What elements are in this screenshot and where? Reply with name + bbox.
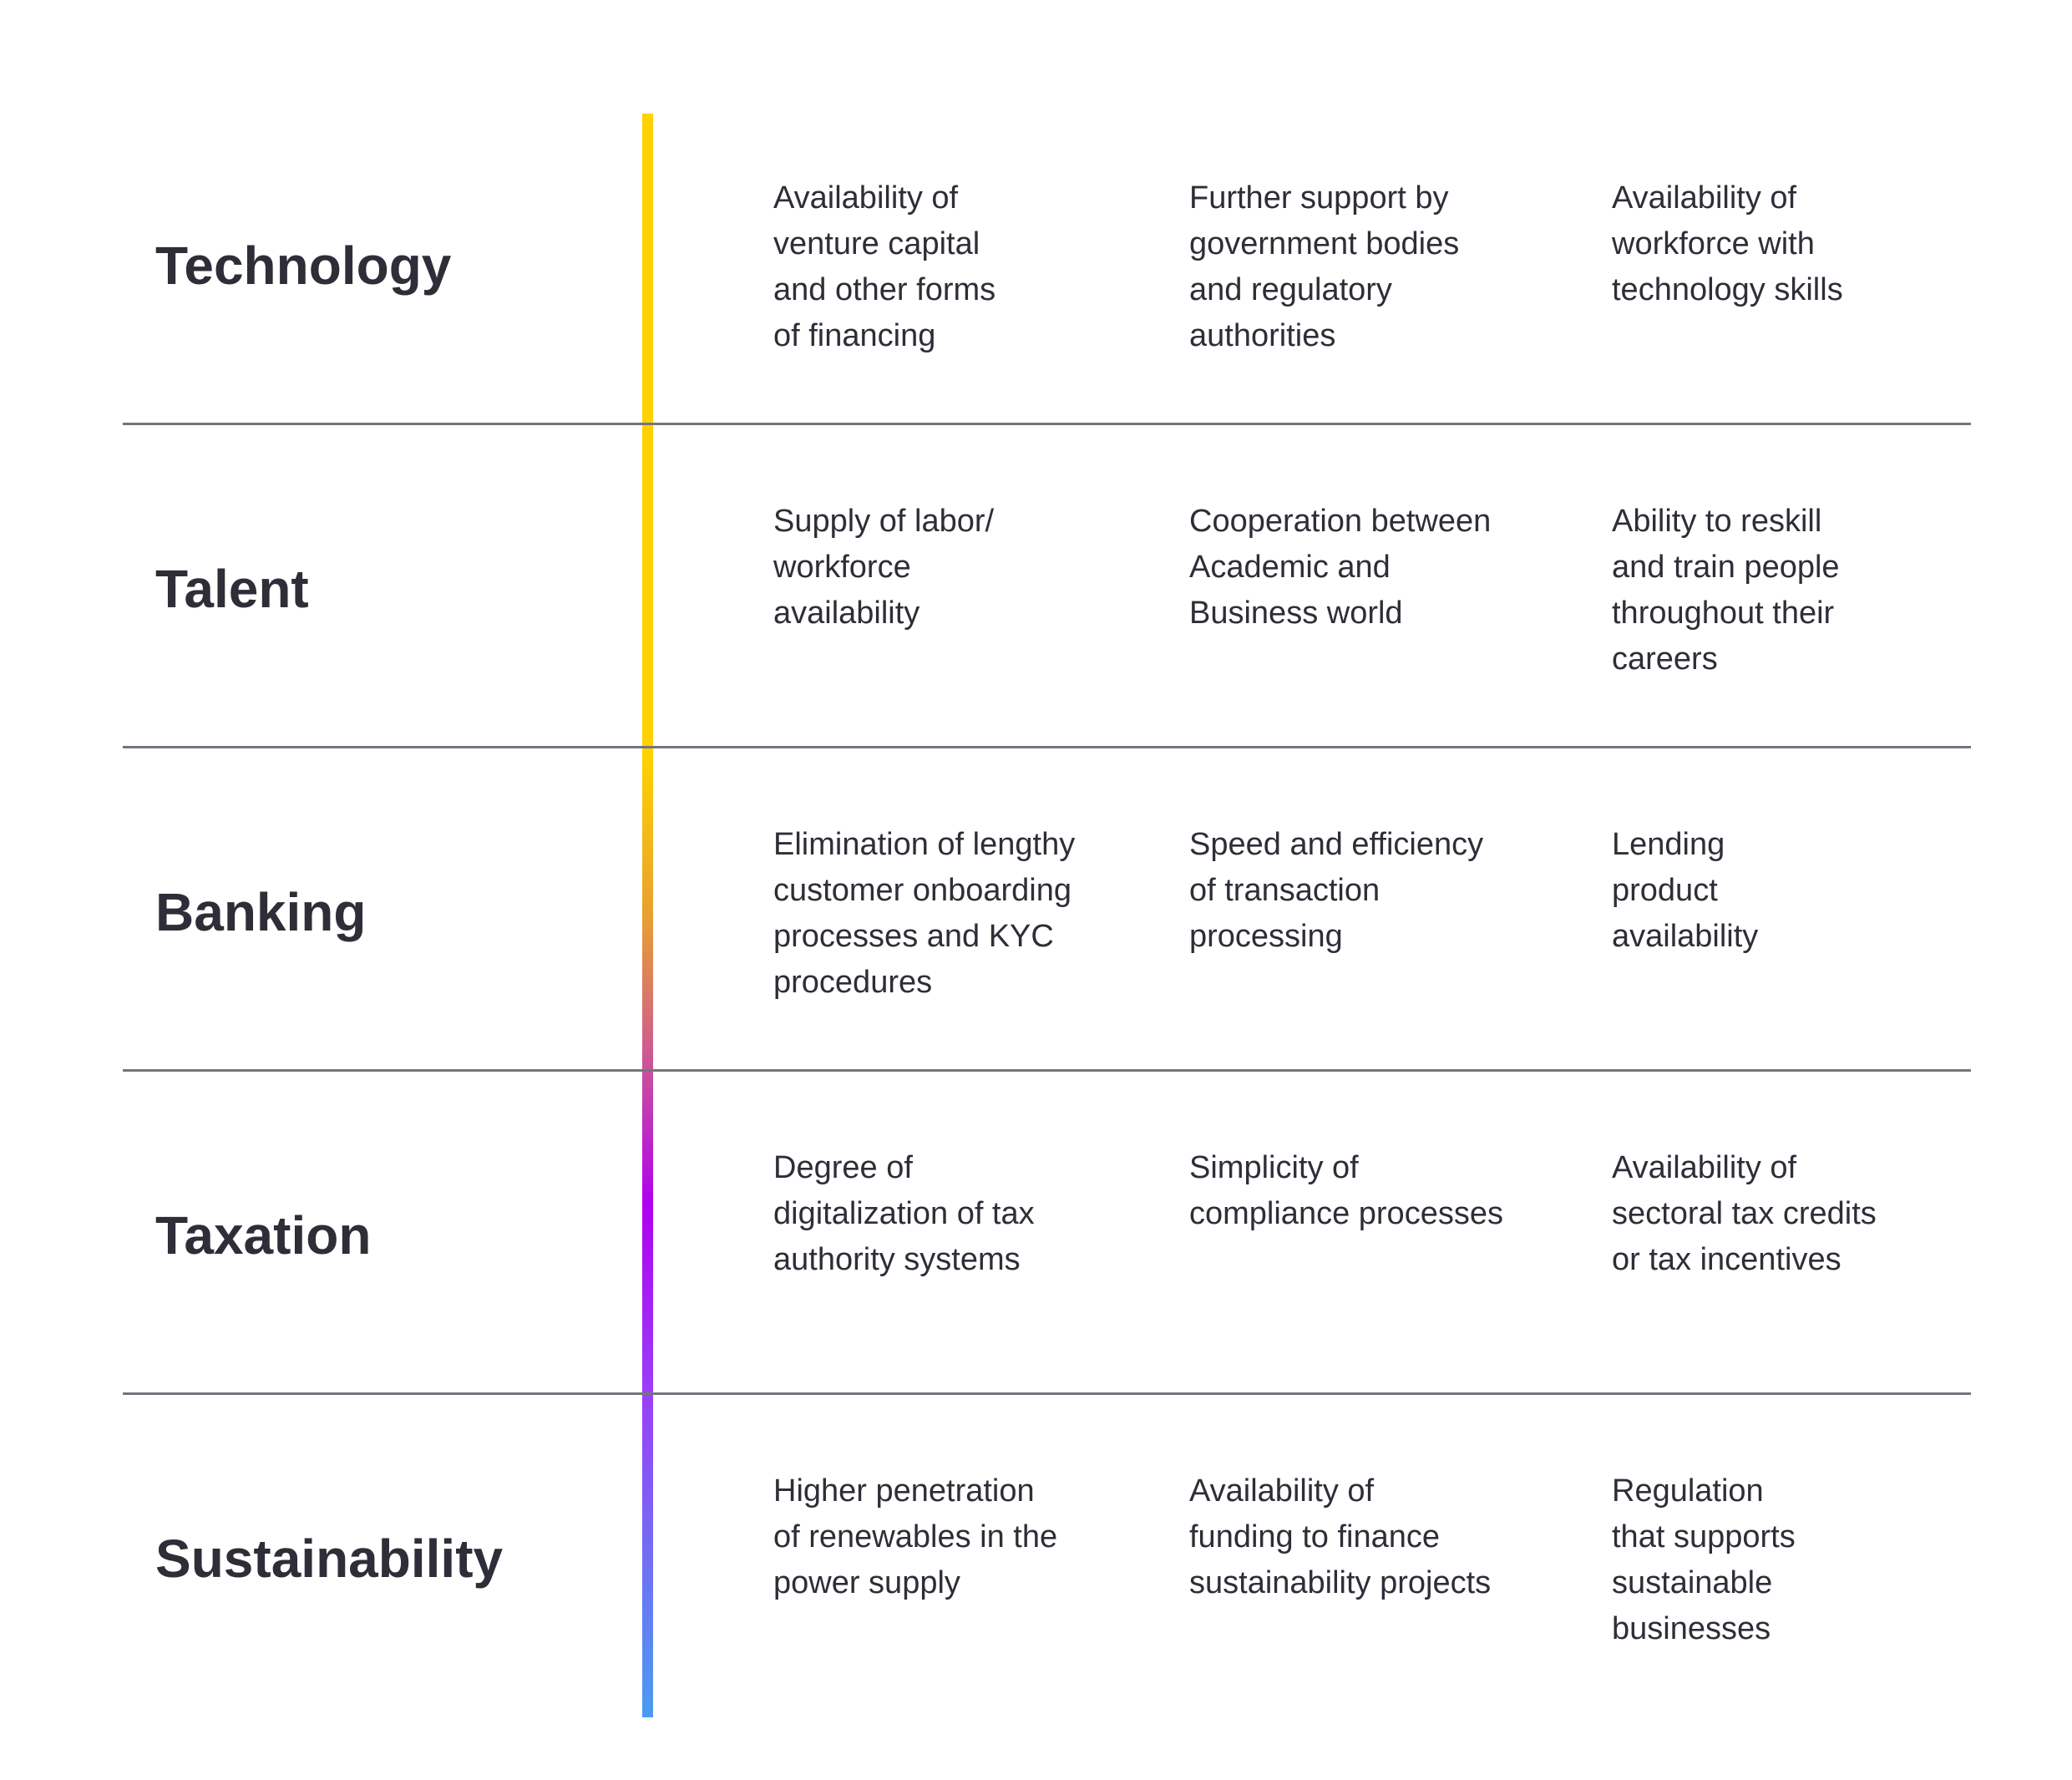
cell-text: funding to finance xyxy=(1189,1519,1441,1554)
cell-text: workforce with xyxy=(1612,226,1815,261)
cell-text: Degree of xyxy=(773,1150,913,1185)
cell-text: Availability of xyxy=(1612,1150,1797,1185)
cell-text: Academic and xyxy=(1189,550,1391,585)
cell-text: and train people xyxy=(1612,550,1840,585)
gradient-divider xyxy=(642,114,653,1717)
cell-text: authority systems xyxy=(773,1242,1021,1277)
cell-text: Availability of xyxy=(1189,1473,1375,1509)
cell-text: processing xyxy=(1189,919,1343,954)
cell-text: procedures xyxy=(773,965,933,1000)
cell-text: Simplicity of xyxy=(1189,1150,1359,1185)
cell-text: throughout their xyxy=(1612,596,1835,631)
cell-text: technology skills xyxy=(1612,272,1843,307)
cell-text: and other forms xyxy=(773,272,996,307)
cell-text: and regulatory xyxy=(1189,272,1392,307)
row-divider xyxy=(123,423,1971,425)
cell-text: availability xyxy=(773,596,920,631)
cell-text: careers xyxy=(1612,642,1718,677)
cell-text: sustainability projects xyxy=(1189,1565,1492,1600)
cell-text: sustainable xyxy=(1612,1565,1773,1600)
cell-text: Business world xyxy=(1189,596,1403,631)
row-label: Technology xyxy=(155,236,452,296)
cell-text: Supply of labor/ xyxy=(773,504,995,539)
row-divider xyxy=(123,1392,1971,1395)
row-label: Talent xyxy=(155,559,309,619)
cell-text: businesses xyxy=(1612,1611,1771,1646)
cell-text: of financing xyxy=(773,318,936,353)
cell-text: sectoral tax credits xyxy=(1612,1196,1877,1231)
row-label: Sustainability xyxy=(155,1529,504,1589)
cell-text: of renewables in the xyxy=(773,1519,1058,1554)
row-divider xyxy=(123,746,1971,748)
cell-text: customer onboarding xyxy=(773,873,1071,908)
cell-text: or tax incentives xyxy=(1612,1242,1841,1277)
cell-text: Availability of xyxy=(1612,180,1797,216)
cell-text: digitalization of tax xyxy=(773,1196,1035,1231)
cell-text: availability xyxy=(1612,919,1759,954)
cell-text: that supports xyxy=(1612,1519,1796,1554)
cell-text: government bodies xyxy=(1189,226,1460,261)
row-label: Banking xyxy=(155,882,367,942)
cell-text: Ability to reskill xyxy=(1612,504,1822,539)
cell-text: workforce xyxy=(773,550,911,585)
cell-text: processes and KYC xyxy=(773,919,1054,954)
cell-text: venture capital xyxy=(773,226,980,261)
cell-text: of transaction xyxy=(1189,873,1380,908)
cell-text: Availability of xyxy=(773,180,959,216)
cell-text: power supply xyxy=(773,1565,960,1600)
cell-text: Speed and efficiency xyxy=(1189,827,1484,862)
cell-text: authorities xyxy=(1189,318,1336,353)
cell-text: Lending xyxy=(1612,827,1725,862)
row-label: Taxation xyxy=(155,1205,372,1265)
cell-text: Further support by xyxy=(1189,180,1449,216)
cell-text: compliance processes xyxy=(1189,1196,1503,1231)
cell-text: product xyxy=(1612,873,1718,908)
cell-text: Regulation xyxy=(1612,1473,1764,1509)
cell-text: Cooperation between xyxy=(1189,504,1492,539)
cell-text: Elimination of lengthy xyxy=(773,827,1076,862)
cell-text: Higher penetration xyxy=(773,1473,1035,1509)
row-divider xyxy=(123,1069,1971,1072)
